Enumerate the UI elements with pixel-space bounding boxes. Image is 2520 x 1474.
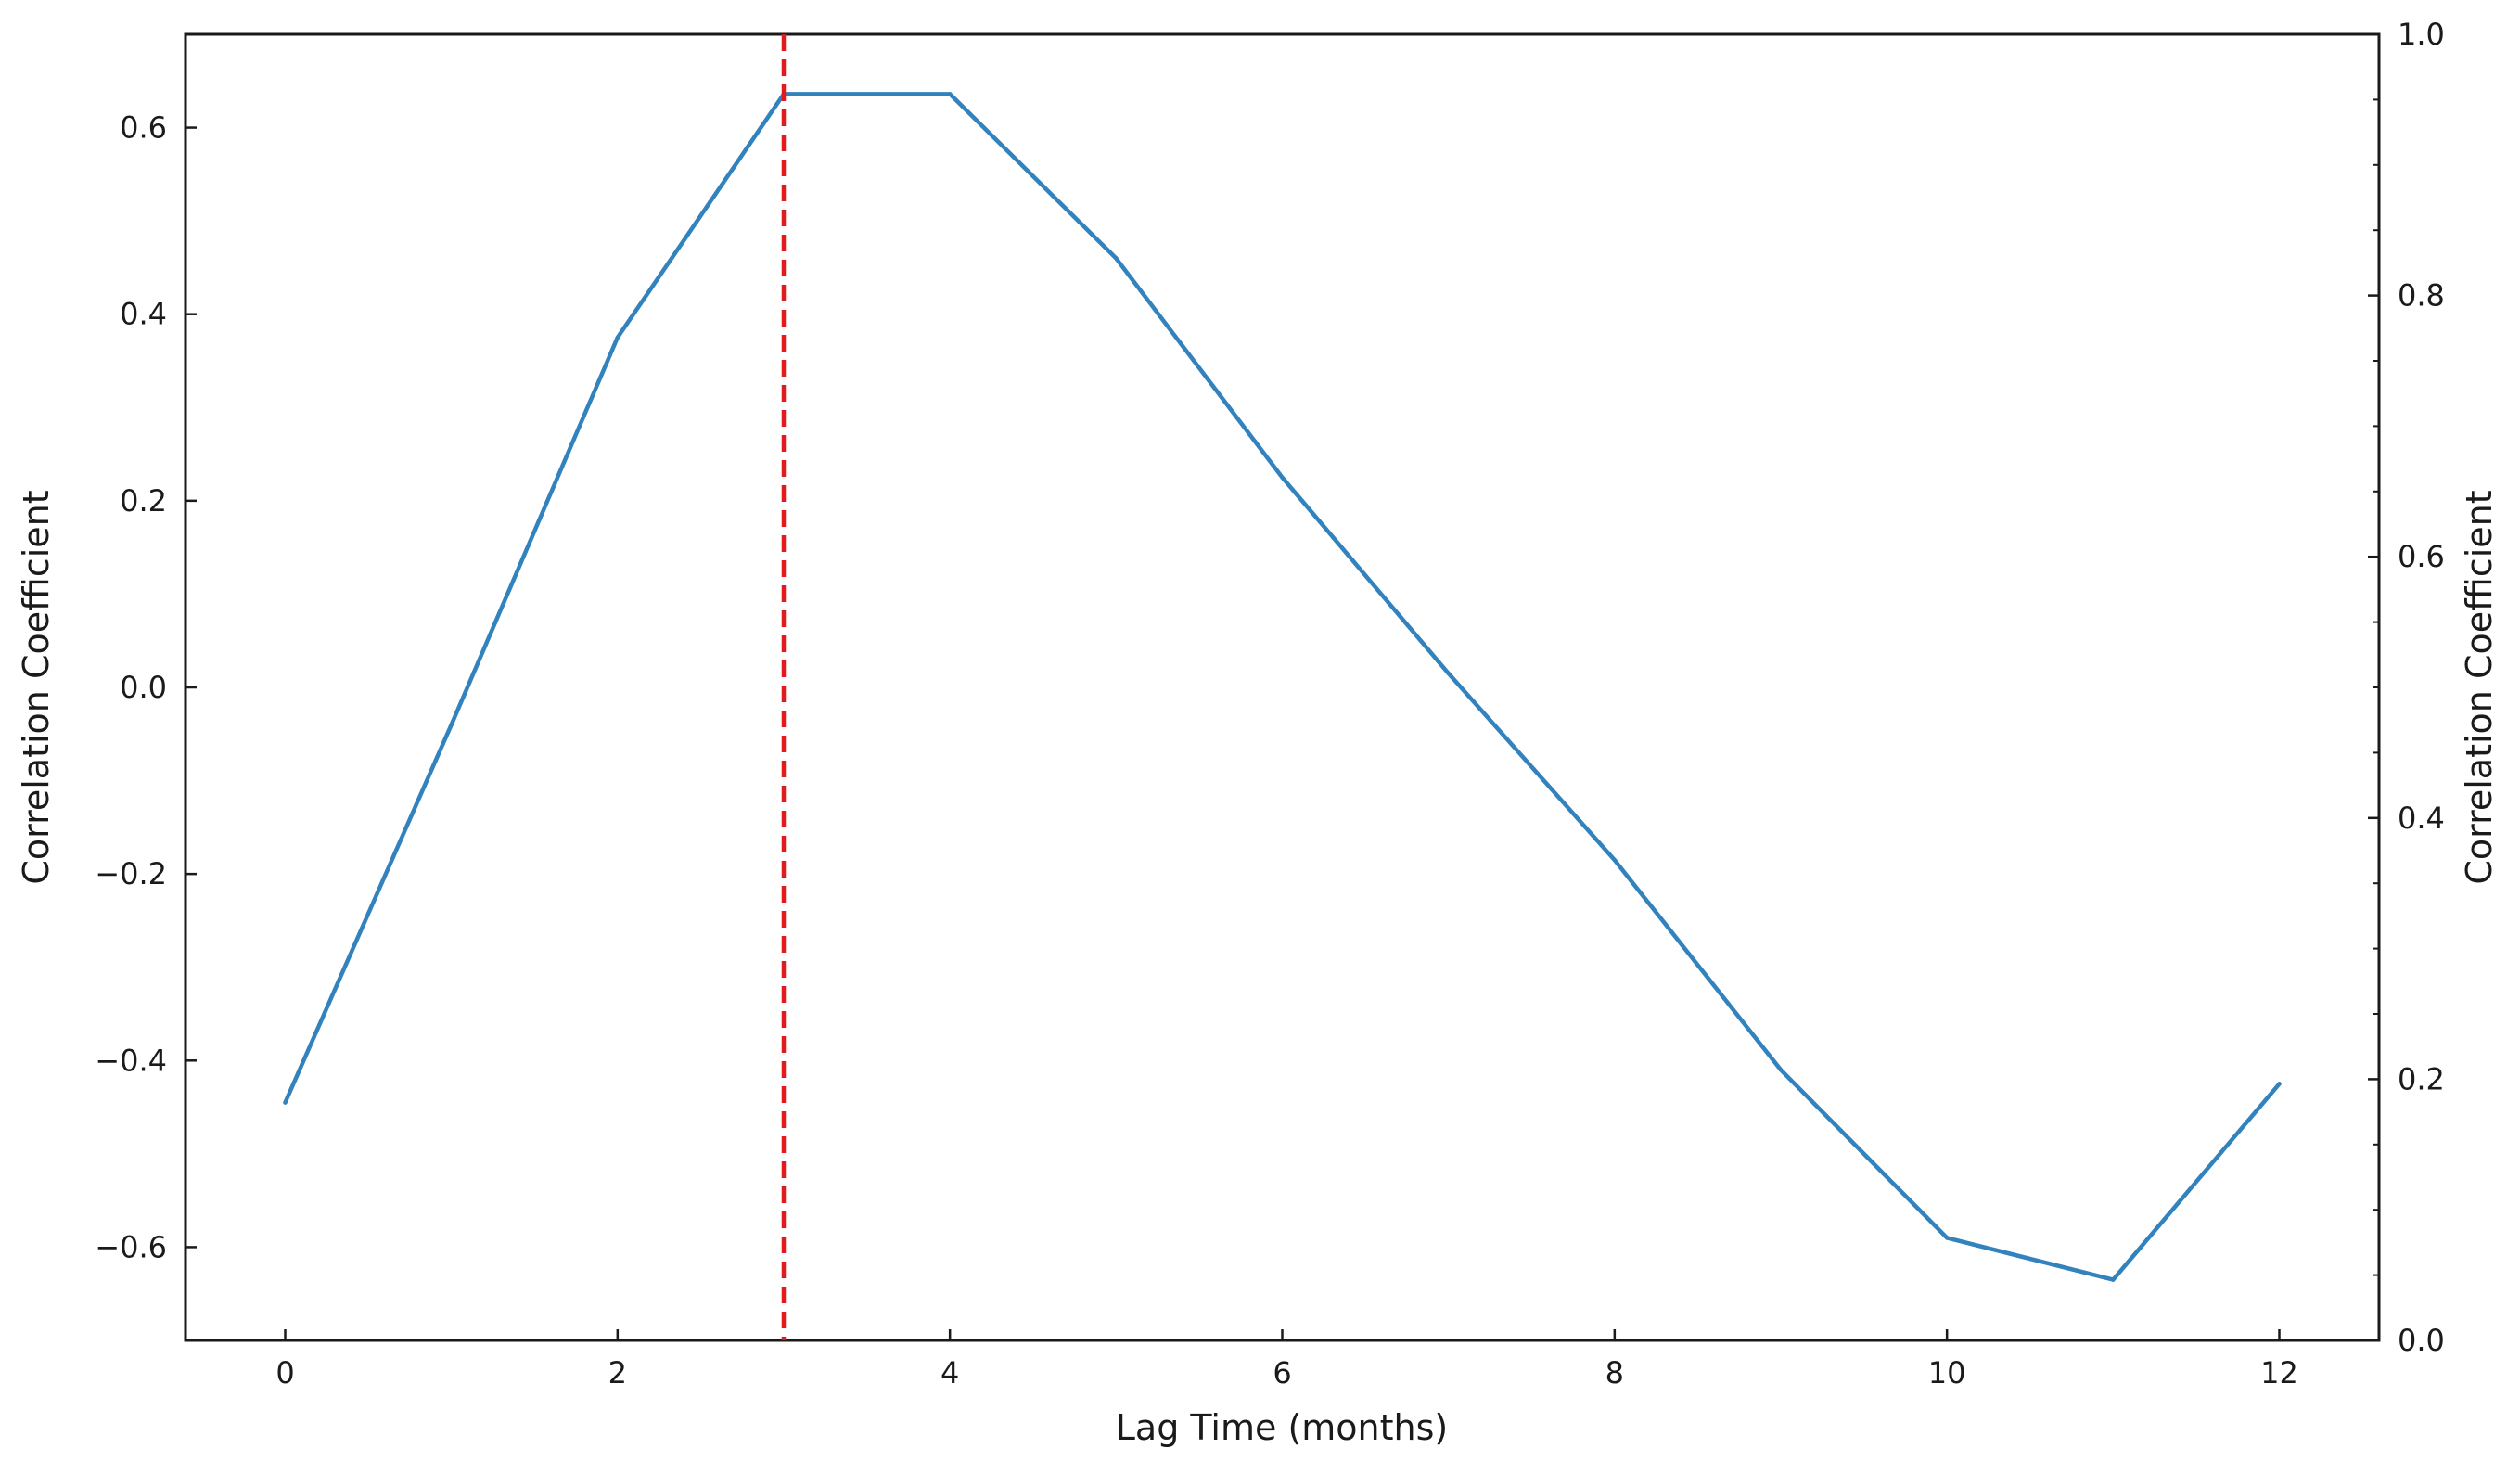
y-right-tick-label: 0.6	[2398, 539, 2445, 574]
y-axis-right: 0.0 0.2 0.4 0.6 0.8 1.0	[2368, 17, 2445, 1358]
data-point	[947, 92, 953, 96]
plot-frame	[184, 32, 2381, 1342]
x-axis: 0 2 4 6 8 10 12	[275, 1329, 2298, 1391]
y-right-tick-label: 0.0	[2398, 1323, 2445, 1358]
data-point	[1114, 256, 1119, 261]
x-tick-label: 10	[1928, 1355, 1966, 1391]
x-tick-label: 8	[1605, 1355, 1624, 1391]
x-tick-label: 12	[2260, 1355, 2298, 1391]
data-point	[1280, 475, 1285, 480]
data-point	[1446, 671, 1451, 676]
y-tick-label: 0.0	[120, 670, 167, 705]
data-point	[1612, 857, 1618, 863]
y-tick-label: −0.2	[95, 856, 167, 891]
y-right-tick-label: 0.4	[2398, 801, 2445, 836]
data-point	[1944, 1236, 1950, 1240]
data-point	[283, 1100, 288, 1105]
y-right-tick-label: 1.0	[2398, 17, 2445, 52]
y-tick-label: −0.6	[95, 1229, 167, 1264]
series-line	[283, 92, 2282, 1282]
y-right-tick-label: 0.2	[2398, 1061, 2445, 1096]
x-axis-label: Lag Time (months)	[1116, 1407, 1449, 1448]
data-point	[449, 722, 454, 727]
y-axis-label-right: Correlation Coefficient	[2459, 490, 2500, 884]
x-tick-label: 6	[1273, 1355, 1291, 1391]
data-point	[615, 335, 620, 340]
plot-area	[283, 34, 2282, 1340]
x-tick-label: 0	[275, 1355, 294, 1391]
x-tick-label: 2	[608, 1355, 627, 1391]
y-tick-label: 0.4	[120, 297, 167, 332]
y-tick-label: 0.2	[120, 483, 167, 519]
y-right-tick-label: 0.8	[2398, 278, 2445, 314]
y-tick-label: 0.6	[120, 110, 167, 146]
y-axis-label-left: Correlation Coefficient	[16, 490, 57, 884]
y-tick-label: −0.4	[95, 1043, 167, 1078]
y-axis-left: −0.6 −0.4 −0.2 0.0 0.2 0.4 0.6	[95, 110, 197, 1264]
data-point	[2111, 1277, 2116, 1282]
x-tick-label: 4	[940, 1355, 959, 1391]
data-point	[1778, 1068, 1784, 1072]
data-point	[2277, 1082, 2282, 1086]
